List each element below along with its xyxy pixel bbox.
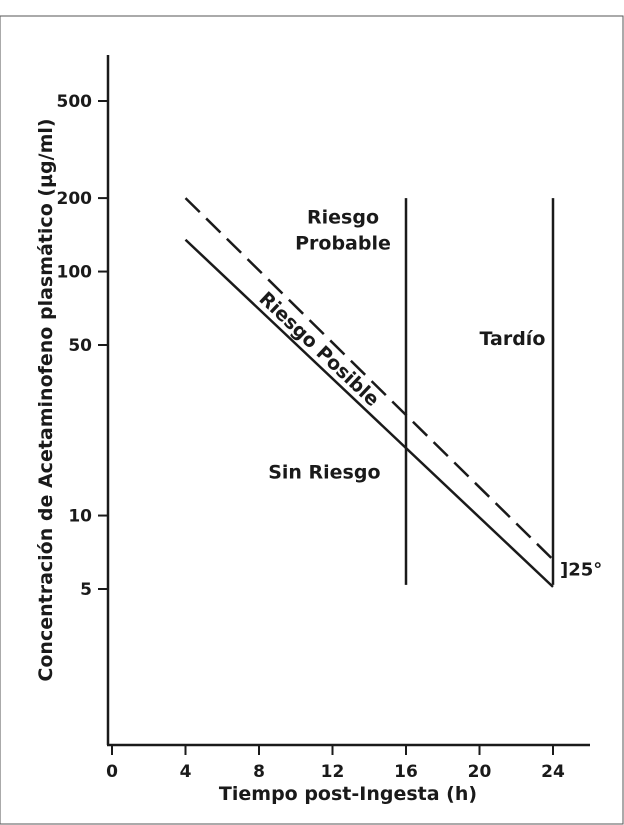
region-label-probable: Probable [295,233,391,255]
annotation-label: ]25° [560,559,602,580]
chart-border [0,15,624,825]
region-label-probable: Riesgo [307,207,379,229]
series-layer [184,197,554,588]
y-tick-label: 50 [68,336,92,356]
x-tick-label: 24 [541,762,565,782]
x-tick-label: 4 [180,762,192,782]
x-tick-label: 8 [253,762,265,782]
vertical-lines [404,198,555,585]
region-labels: Riesgo Probable Tardío Sin Riesgo [268,207,545,484]
x-tick-label: 16 [394,762,418,782]
y-tick-label: 200 [57,189,93,209]
x-tick-label: 20 [468,762,492,782]
y-tick-label: 10 [68,507,92,527]
y-tick-label: 100 [57,263,93,283]
x-axis-ticks: 0 4 8 12 16 20 24 [106,745,565,782]
region-label-sin-riesgo: Sin Riesgo [268,462,380,484]
x-axis-title: Tiempo post-Ingesta (h) [219,783,477,805]
y-axis-ticks: 5 10 50 100 200 500 [57,92,108,600]
y-tick-label: 5 [80,580,92,600]
treatment-line-solid [184,238,554,588]
x-tick-label: 0 [106,762,118,782]
riesgo-posible-label: Riesgo Posible [255,288,384,411]
x-tick-label: 12 [321,762,345,782]
y-tick-label: 500 [57,92,93,112]
region-label-tardio: Tardío [480,328,546,350]
y-axis-title: Concentración de Acetaminofeno plasmátic… [35,118,57,681]
header-strip [0,0,624,16]
